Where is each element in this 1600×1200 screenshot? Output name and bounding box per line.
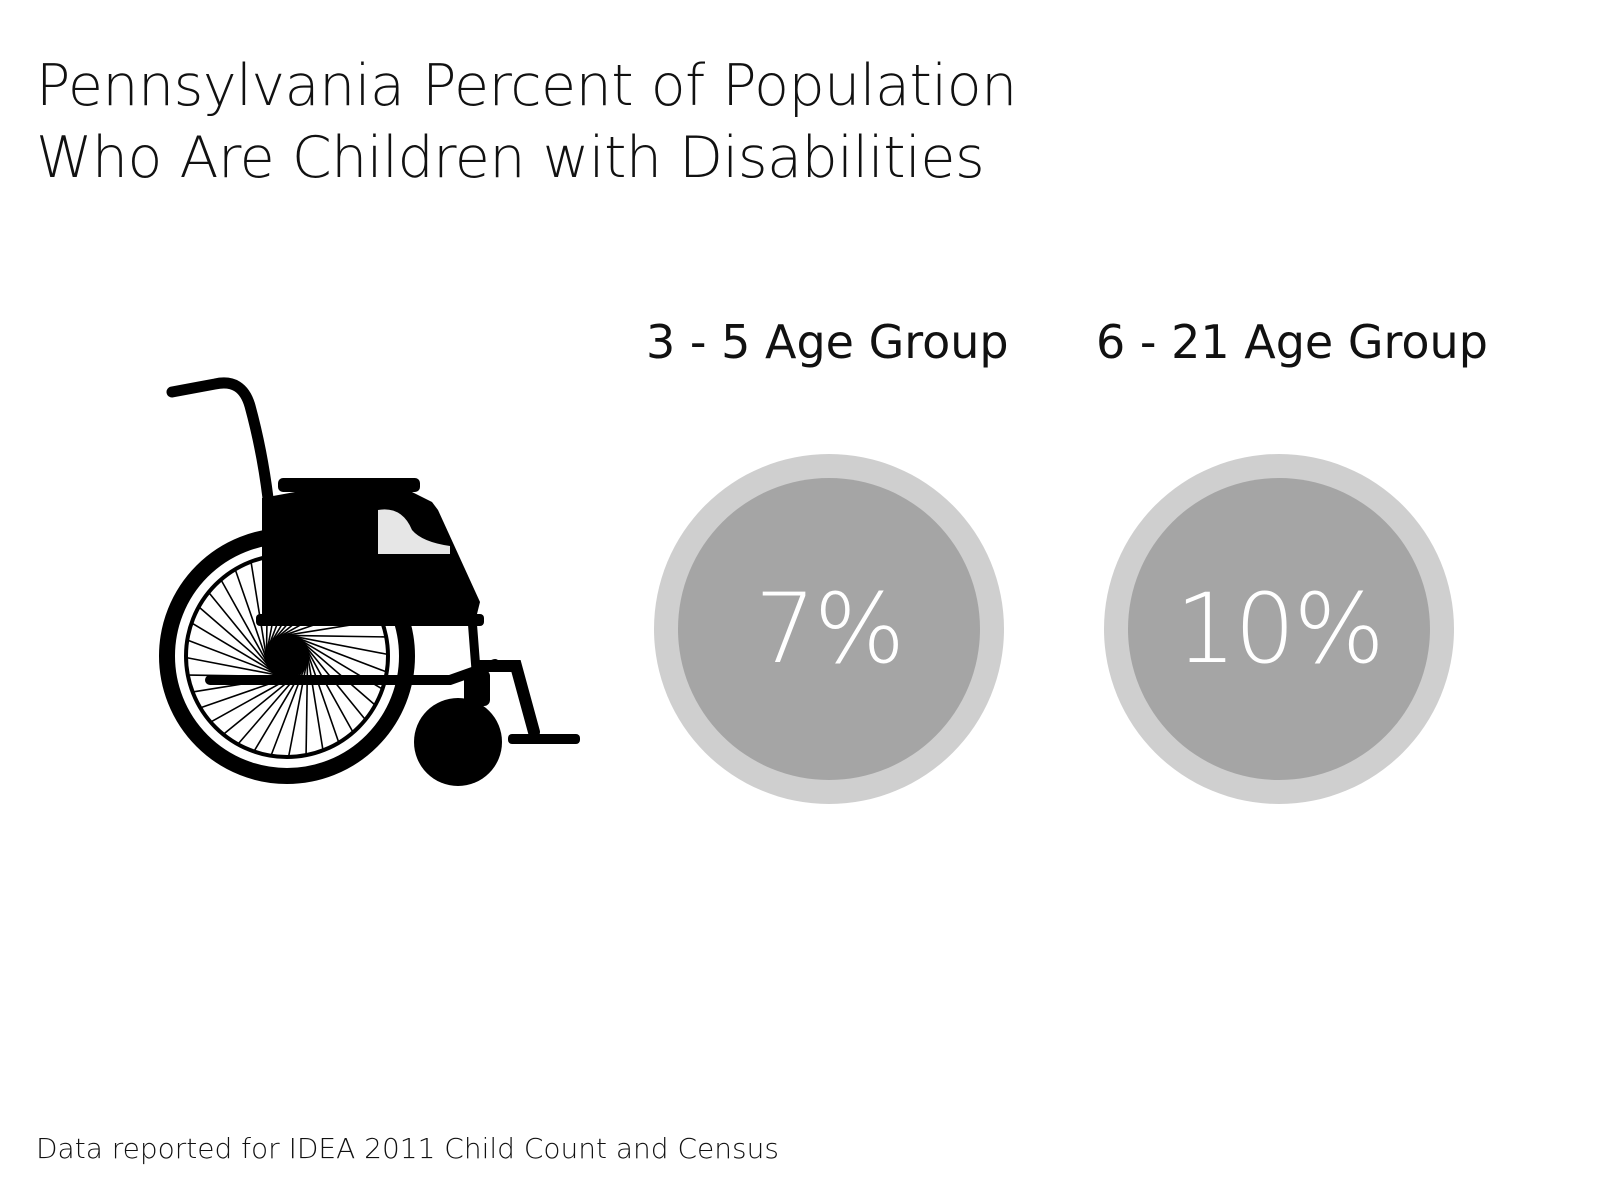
wheel-spoke xyxy=(300,638,354,732)
source-note: Data reported for IDEA 2011 Child Count … xyxy=(36,1132,779,1165)
age-group-6-21: 6 - 21 Age Group 10% xyxy=(1096,312,1488,804)
percent-disc: 10% xyxy=(1128,478,1430,780)
wheel-spoke xyxy=(279,634,386,638)
wheel-spoke xyxy=(220,580,274,674)
wheel-spoke xyxy=(286,633,387,673)
percent-ring: 10% xyxy=(1104,454,1454,804)
wheel-spoke xyxy=(270,655,310,756)
age-group-label: 3 - 5 Age Group xyxy=(646,315,1009,369)
wheel-spoke xyxy=(303,641,340,742)
wheel-spoke xyxy=(287,652,310,757)
percent-disc: 7% xyxy=(678,478,980,780)
wheel-spoke xyxy=(187,639,288,679)
age-group-3-5: 3 - 5 Age Group 7% xyxy=(646,312,1009,804)
page-title: Pennsylvania Percent of Population Who A… xyxy=(36,50,1017,194)
wheel-spoke xyxy=(253,659,310,751)
wheel-spoke xyxy=(234,570,271,671)
title-line-1: Pennsylvania Percent of Population xyxy=(36,53,1017,119)
wheel-spoke xyxy=(208,592,277,676)
wheel-spoke xyxy=(283,633,388,656)
wheel-spoke xyxy=(199,606,280,678)
age-group-label: 6 - 21 Age Group xyxy=(1096,315,1488,369)
percent-ring: 7% xyxy=(654,454,1004,804)
wheel-spoke xyxy=(305,644,324,750)
percent-value: 10% xyxy=(1175,573,1384,685)
wheel-spoke xyxy=(186,656,291,679)
title-line-2: Who Are Children with Disabilities xyxy=(36,125,985,191)
wheelchair-icon xyxy=(150,370,610,820)
wheel-spoke xyxy=(294,634,375,706)
wheel-spoke xyxy=(305,648,309,755)
wheel-spoke xyxy=(192,622,284,679)
percent-value: 7% xyxy=(754,573,905,685)
